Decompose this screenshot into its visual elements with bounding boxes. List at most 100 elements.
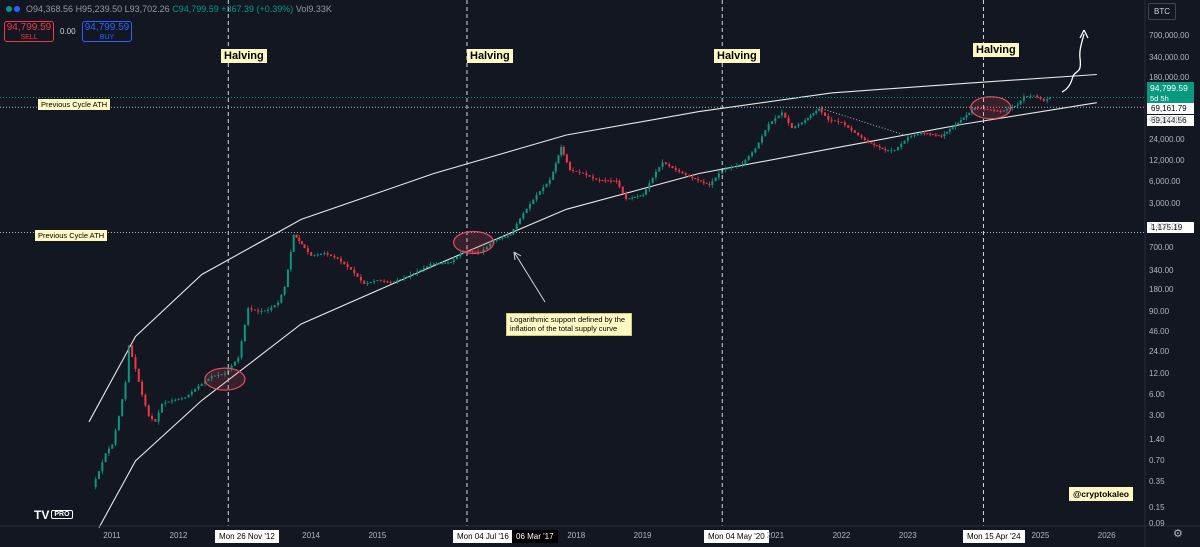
candle-body	[979, 108, 982, 110]
candle-body	[827, 116, 830, 120]
y-tick-label: 0.35	[1149, 477, 1165, 487]
change-value: +367.39 (+0.39%)	[221, 4, 294, 14]
candle-body	[289, 252, 292, 270]
candle-body	[429, 264, 432, 267]
channel-curves	[88, 73, 1097, 528]
candle-body	[167, 401, 170, 403]
candle-body	[247, 308, 250, 325]
buy-button[interactable]: 94,799.59 BUY	[82, 21, 132, 42]
candle-body	[495, 239, 498, 241]
candle-body	[787, 117, 790, 123]
candle-body	[295, 234, 298, 238]
candle-body	[565, 154, 568, 163]
candle-body	[298, 237, 301, 242]
candle-body	[277, 302, 280, 306]
candle-body	[612, 180, 615, 182]
y-tick-label: 700.00	[1149, 243, 1174, 253]
candle-body	[931, 134, 934, 136]
candle-body	[604, 180, 607, 182]
y-tick-label: 180.00	[1149, 285, 1174, 295]
candle-body	[353, 269, 356, 274]
candle-body	[435, 263, 438, 265]
candle-body	[134, 357, 137, 369]
candle-body	[893, 150, 896, 152]
candle-body	[943, 133, 946, 137]
candle-body	[843, 122, 846, 126]
candle-body	[578, 171, 581, 173]
candle-body	[386, 281, 389, 283]
candle-body	[993, 110, 996, 112]
candle-body	[886, 150, 889, 152]
candle-body	[474, 251, 477, 253]
candle-body	[780, 112, 783, 116]
accumulation-ellipse	[453, 230, 495, 255]
candle-body	[204, 381, 207, 384]
candle-body	[207, 378, 210, 382]
candle-body	[903, 140, 906, 144]
y-tick-label: 12.00	[1149, 368, 1170, 378]
symbol-selector[interactable]: BTC	[1148, 3, 1176, 20]
candle-body	[896, 147, 899, 151]
candle-body	[292, 234, 295, 253]
gear-icon[interactable]: ⚙	[1173, 528, 1183, 540]
spread-value: 0.00	[60, 27, 76, 36]
tradingview-logo[interactable]: TV PRO	[34, 507, 73, 522]
candle-body	[976, 107, 979, 109]
candle-body	[560, 146, 563, 156]
candle-body	[962, 117, 965, 121]
candle-body	[999, 111, 1002, 113]
candle-body	[708, 183, 711, 186]
candle-body	[621, 186, 624, 193]
candle-body	[996, 110, 999, 112]
candle-body	[257, 310, 260, 312]
candle-body	[946, 131, 949, 134]
candle-body	[937, 135, 940, 137]
candle-body	[422, 267, 425, 270]
candle-body	[197, 385, 200, 389]
candle-body	[396, 280, 399, 282]
candle-body	[702, 181, 705, 183]
halving-label: Halving	[973, 43, 1019, 57]
candle-body	[900, 143, 903, 148]
y-tick-label: 1.40	[1149, 434, 1165, 444]
candle-body	[940, 135, 943, 137]
candle-body	[585, 173, 588, 176]
accumulation-ellipse	[204, 367, 246, 391]
x-tick-label: 2015	[368, 531, 387, 540]
candle-body	[853, 130, 856, 133]
status-dot-icon	[14, 6, 20, 12]
candle-body	[506, 235, 509, 237]
current-price: 94,799.59	[1150, 83, 1188, 93]
candle-body	[452, 259, 455, 263]
sell-button[interactable]: 94,799.59 SELL	[4, 21, 54, 42]
candle-body	[906, 137, 909, 141]
candle-body	[346, 264, 349, 268]
candle-body	[572, 169, 575, 171]
candle-body	[983, 108, 986, 110]
level-label: 69,161.79	[1147, 103, 1194, 114]
candle-body	[881, 147, 884, 150]
candle-body	[356, 273, 359, 277]
candle-body	[1008, 108, 1011, 110]
lower-channel-curve	[98, 102, 1097, 528]
candle-body	[965, 115, 968, 118]
y-tick-label: 0.70	[1149, 455, 1165, 465]
candle-body	[383, 280, 386, 282]
candle-body	[359, 276, 362, 281]
candle-body	[280, 294, 283, 303]
candle-body	[545, 183, 548, 188]
candle-body	[217, 374, 220, 376]
high-value: H95,239.50	[75, 4, 123, 14]
candle-body	[910, 136, 913, 138]
candle-body	[639, 195, 642, 197]
author-handle: @cryptokaleo	[1069, 487, 1134, 501]
candle-body	[1016, 104, 1019, 106]
candle-body	[654, 171, 657, 178]
candle-body	[959, 120, 962, 123]
x-tick-label: 2023	[898, 531, 917, 540]
candle-body	[1039, 97, 1042, 100]
level-label: 1,175.19	[1147, 222, 1194, 233]
candle-body	[283, 286, 286, 295]
candle-body	[934, 134, 937, 136]
